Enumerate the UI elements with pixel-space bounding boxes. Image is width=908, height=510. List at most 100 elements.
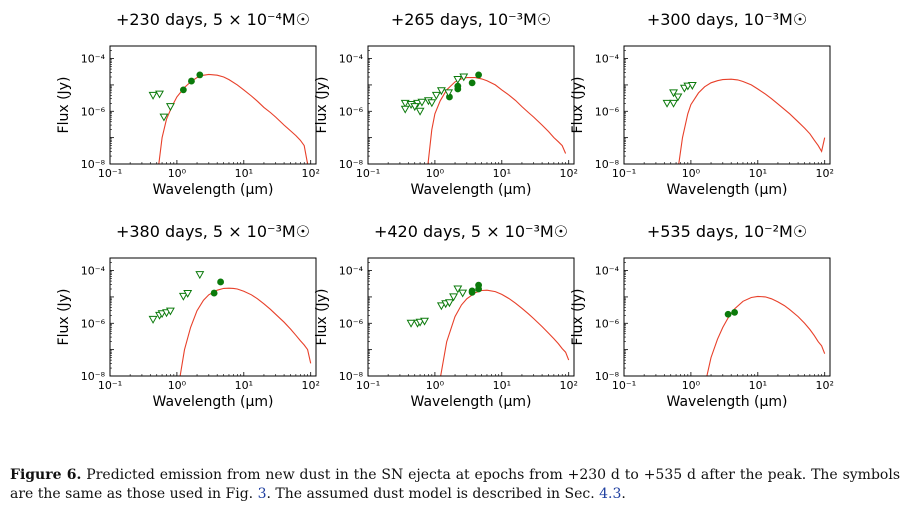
detection-point bbox=[468, 287, 476, 295]
y-axis-label: Flux (Jy) bbox=[570, 289, 586, 346]
panel-3: +300 days, 10⁻³M☉ 10⁻⁸ 10⁻⁶ 10⁻⁴ 10⁻¹ 10⁰ 10¹ 1… bbox=[570, 10, 834, 198]
detection-point bbox=[731, 308, 739, 316]
y-tick-label: 10⁻⁶ bbox=[339, 105, 364, 118]
panel-1: +230 days, 5 × 10⁻⁴M☉ 10⁻⁸ 10⁻⁶ 10⁻⁴ 10⁻¹ 10⁰… bbox=[56, 10, 320, 198]
x-tick-label: 10⁻¹ bbox=[612, 379, 636, 392]
panel-4: +380 days, 5 × 10⁻³M☉ 10⁻⁸ 10⁻⁶ 10⁻⁴ 10⁻¹ 10⁰… bbox=[56, 222, 320, 410]
upper-limit-marker bbox=[195, 271, 205, 280]
detection-point bbox=[468, 79, 476, 87]
upper-limit-marker bbox=[415, 107, 425, 116]
panel-title: +300 days, 10⁻³M☉ bbox=[647, 10, 807, 29]
x-axis-label: Wavelength (μm) bbox=[667, 394, 788, 410]
x-axis-label: Wavelength (μm) bbox=[667, 182, 788, 198]
model-sed-curve bbox=[158, 73, 309, 164]
y-axis-label: Flux (Jy) bbox=[56, 77, 72, 134]
model-sed-curve bbox=[179, 287, 312, 376]
x-tick-label: 10⁰ bbox=[168, 167, 187, 180]
x-tick-label: 10⁰ bbox=[168, 379, 187, 392]
upper-limit-marker bbox=[673, 93, 683, 102]
detection-point bbox=[188, 77, 195, 85]
upper-limit-marker bbox=[155, 90, 164, 99]
y-tick-label: 10⁻⁴ bbox=[81, 53, 106, 66]
y-tick-label: 10⁻⁸ bbox=[595, 158, 620, 171]
panel-data bbox=[706, 295, 826, 376]
upper-limit-marker bbox=[427, 99, 437, 108]
upper-limit-marker bbox=[178, 292, 188, 301]
caption-label: Figure 6. bbox=[10, 467, 82, 483]
y-tick-label: 10⁻⁶ bbox=[595, 105, 620, 118]
x-tick-label: 10⁰ bbox=[426, 379, 445, 392]
caption-text-2: . The assumed dust model is described in… bbox=[266, 486, 600, 502]
upper-limit-marker bbox=[159, 113, 169, 122]
y-tick-label: 10⁻⁴ bbox=[339, 53, 364, 66]
panel-frame bbox=[623, 45, 831, 165]
panel-frame bbox=[367, 45, 575, 165]
x-tick-label: 10⁰ bbox=[682, 167, 701, 180]
y-tick-label: 10⁻⁸ bbox=[81, 158, 106, 171]
x-tick-label: 10⁰ bbox=[682, 379, 701, 392]
x-tick-label: 10⁻¹ bbox=[98, 379, 122, 392]
upper-limit-marker bbox=[458, 289, 468, 298]
y-tick-label: 10⁻⁸ bbox=[339, 370, 364, 383]
upper-limit-marker bbox=[420, 317, 429, 326]
x-axis-label: Wavelength (μm) bbox=[411, 182, 532, 198]
panel-data bbox=[406, 281, 570, 376]
panel-data bbox=[400, 71, 567, 164]
figure: +230 days, 5 × 10⁻⁴M☉ 10⁻⁸ 10⁻⁶ 10⁻⁴ 10⁻¹ 10⁰… bbox=[56, 10, 834, 410]
x-tick-label: 10⁻¹ bbox=[612, 167, 636, 180]
x-tick-label: 10¹ bbox=[235, 379, 253, 392]
x-axis-label: Wavelength (μm) bbox=[153, 394, 274, 410]
upper-limit-marker bbox=[148, 91, 158, 100]
x-tick-label: 10² bbox=[301, 379, 319, 392]
upper-limit-marker bbox=[165, 307, 175, 316]
upper-limit-marker bbox=[444, 89, 454, 98]
upper-limit-marker bbox=[687, 82, 697, 90]
panel-data bbox=[662, 78, 826, 164]
y-tick-label: 10⁻⁴ bbox=[595, 265, 620, 278]
y-tick-label: 10⁻⁴ bbox=[595, 53, 620, 66]
detection-point bbox=[454, 82, 462, 90]
panel-data bbox=[148, 71, 309, 164]
upper-limit-marker bbox=[183, 289, 193, 298]
upper-limit-marker bbox=[662, 99, 672, 108]
detection-point bbox=[179, 86, 187, 94]
y-tick-label: 10⁻⁸ bbox=[339, 158, 364, 171]
upper-limit-marker bbox=[449, 293, 459, 302]
x-tick-label: 10⁰ bbox=[426, 167, 445, 180]
x-tick-label: 10⁻¹ bbox=[98, 167, 122, 180]
figure-caption: Figure 6. Predicted emission from new du… bbox=[10, 466, 900, 504]
panel-title: +535 days, 10⁻²M☉ bbox=[647, 222, 807, 241]
detection-point bbox=[724, 310, 732, 318]
detection-point bbox=[210, 289, 218, 297]
x-tick-label: 10² bbox=[559, 167, 577, 180]
x-axis-label: Wavelength (μm) bbox=[411, 394, 532, 410]
model-sed-curve bbox=[440, 289, 570, 376]
y-tick-label: 10⁻⁶ bbox=[595, 317, 620, 330]
panel-6: +535 days, 10⁻²M☉ 10⁻⁸ 10⁻⁶ 10⁻⁴ 10⁻¹ 10⁰ 10¹ 1… bbox=[570, 222, 834, 410]
panel-frame bbox=[367, 257, 575, 377]
caption-text-1: Predicted emission from new dust in the … bbox=[10, 467, 901, 502]
detection-point bbox=[475, 71, 483, 79]
upper-limit-marker bbox=[436, 87, 446, 96]
panel-title: +420 days, 5 × 10⁻³M☉ bbox=[374, 222, 568, 241]
x-tick-label: 10¹ bbox=[493, 379, 511, 392]
y-tick-label: 10⁻⁸ bbox=[595, 370, 620, 383]
y-axis-label: Flux (Jy) bbox=[570, 77, 586, 134]
caption-figure-ref[interactable]: 3 bbox=[257, 486, 267, 502]
upper-limit-marker bbox=[444, 299, 454, 308]
x-tick-label: 10¹ bbox=[749, 167, 767, 180]
upper-limit-marker bbox=[431, 91, 441, 100]
x-tick-label: 10¹ bbox=[749, 379, 767, 392]
detection-point bbox=[196, 71, 204, 79]
y-tick-label: 10⁻⁴ bbox=[81, 265, 106, 278]
upper-limit-marker bbox=[436, 302, 446, 311]
x-tick-label: 10¹ bbox=[235, 167, 253, 180]
upper-limit-marker bbox=[453, 285, 463, 294]
y-tick-label: 10⁻⁸ bbox=[81, 370, 106, 383]
caption-section-ref[interactable]: 4.3 bbox=[599, 486, 622, 502]
y-axis-label: Flux (Jy) bbox=[314, 289, 330, 346]
figure-panels: +230 days, 5 × 10⁻⁴M☉ 10⁻⁸ 10⁻⁶ 10⁻⁴ 10⁻¹ 10⁰… bbox=[56, 10, 834, 410]
y-axis-label: Flux (Jy) bbox=[56, 289, 72, 346]
panel-data bbox=[148, 271, 312, 376]
upper-limit-marker bbox=[400, 105, 410, 114]
